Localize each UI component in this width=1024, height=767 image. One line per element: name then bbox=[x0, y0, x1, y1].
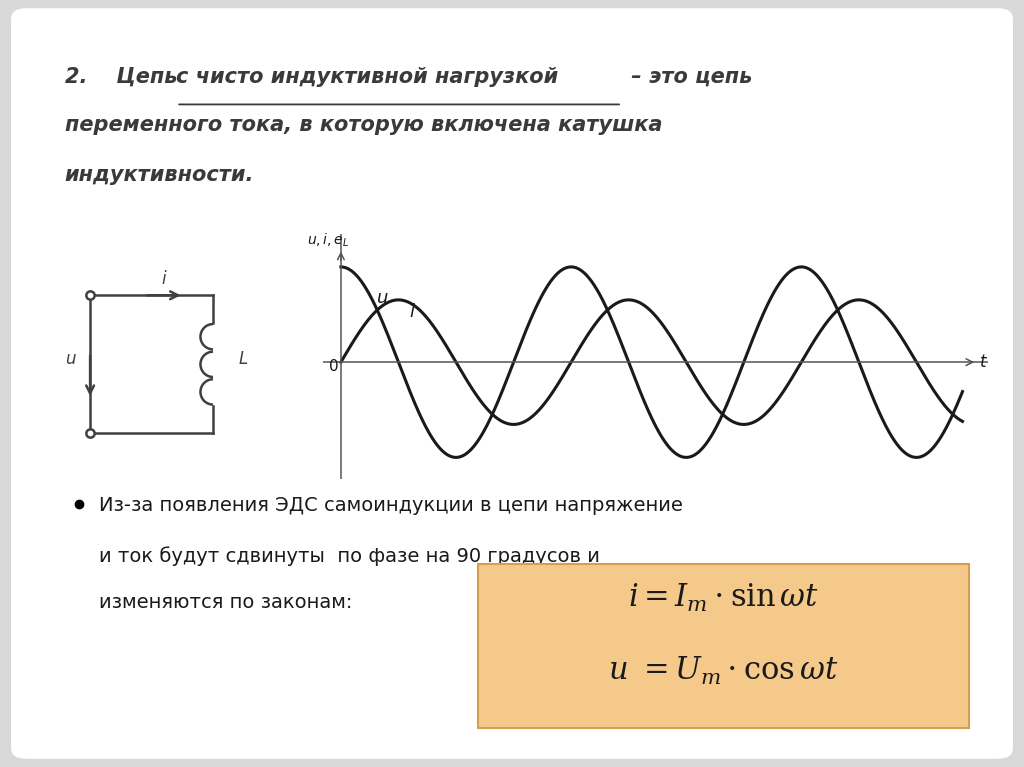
Text: индуктивности.: индуктивности. bbox=[65, 165, 254, 185]
Text: изменяются по законам:: изменяются по законам: bbox=[98, 593, 352, 611]
Text: $i$: $i$ bbox=[409, 303, 416, 321]
Text: и ток будут сдвинуты  по фазе на 90 градусов и: и ток будут сдвинуты по фазе на 90 граду… bbox=[98, 546, 599, 566]
Text: $i$: $i$ bbox=[161, 270, 167, 288]
Text: $u,i,e_L$: $u,i,e_L$ bbox=[307, 232, 349, 249]
Text: с чисто индуктивной нагрузкой: с чисто индуктивной нагрузкой bbox=[176, 67, 559, 87]
Text: 2.    Цепь: 2. Цепь bbox=[65, 67, 184, 87]
Text: – это цепь: – это цепь bbox=[624, 67, 753, 87]
Text: $L$: $L$ bbox=[238, 351, 248, 368]
Text: $t$: $t$ bbox=[979, 353, 988, 371]
Text: Из-за появления ЭДС самоиндукции в цепи напряжение: Из-за появления ЭДС самоиндукции в цепи … bbox=[98, 496, 682, 515]
Text: $u \ = U_m \cdot \cos \omega t$: $u \ = U_m \cdot \cos \omega t$ bbox=[608, 654, 839, 686]
Text: $u$: $u$ bbox=[65, 351, 77, 368]
Text: $i = I_m \cdot \sin \omega t$: $i = I_m \cdot \sin \omega t$ bbox=[628, 581, 818, 614]
Text: $u$: $u$ bbox=[376, 289, 388, 307]
FancyBboxPatch shape bbox=[11, 8, 1013, 759]
Text: переменного тока, в которую включена катушка: переменного тока, в которую включена кат… bbox=[65, 115, 662, 135]
FancyBboxPatch shape bbox=[478, 565, 969, 728]
Text: 0: 0 bbox=[330, 359, 339, 374]
